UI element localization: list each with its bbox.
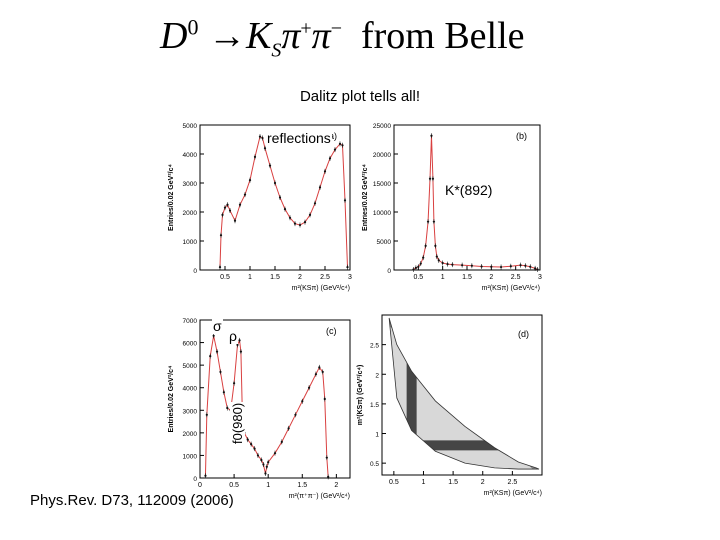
y-tick-label: 2000: [183, 210, 198, 217]
fit-curve: [413, 135, 538, 270]
y-tick-label: 20000: [373, 152, 391, 159]
y-tick-label: 0: [387, 268, 391, 275]
x-axis-label: m²(π⁺π⁻) (GeV²/c⁴): [289, 493, 350, 500]
fit-curve: [219, 135, 348, 268]
reference-citation: Phys.Rev. D73, 112009 (2006): [30, 492, 234, 509]
x-tick-label: 1.5: [297, 482, 307, 489]
fit-curve: [204, 335, 329, 477]
x-tick-label: 0.5: [220, 274, 230, 281]
y-axis-label: Entries/0.02 GeV²/c⁴: [168, 365, 175, 432]
annotation-f0: f0(980): [230, 401, 245, 445]
x-tick-label: 3: [348, 274, 352, 281]
x-axis-label: m²(KSπ) (GeV²/c⁴): [292, 285, 350, 292]
x-axis-label: m²(KSπ) (GeV²/c⁴): [482, 285, 540, 292]
x-tick-label: 2: [481, 479, 485, 486]
annotation-sigma: σ: [212, 318, 223, 334]
chart-panel-d: 0.5 1 1.5 2 2.5 0.5 1 1.5 2 2.5 m²(KSπ) (GeV²/c⁴) m…: [357, 314, 543, 497]
x-tick-label: 1: [422, 479, 426, 486]
y-axis-label: Entries/0.02 GeV²/c⁴: [168, 164, 175, 231]
panel-label: (c): [326, 326, 337, 336]
title-d-symbol: D: [160, 15, 188, 57]
plot-frame: [381, 314, 543, 476]
y-tick-label: 0.5: [370, 461, 379, 468]
y-tick-label: 0: [193, 476, 197, 483]
y-tick-label: 1000: [183, 239, 198, 246]
title-suffix: from Belle: [360, 15, 525, 57]
dalitz-boundary: [388, 317, 540, 470]
annotation-rho: ρ: [228, 328, 238, 344]
x-tick-label: 2.5: [508, 479, 518, 486]
y-tick-label: 3000: [183, 181, 198, 188]
annotation-reflections: reflections: [266, 130, 332, 146]
y-tick-label: 5000: [183, 363, 198, 370]
y-tick-label: 0: [193, 268, 197, 275]
kstar-band: [406, 317, 417, 470]
y-tick-label: 15000: [373, 181, 391, 188]
y-tick-label: 25000: [373, 123, 391, 130]
x-tick-label: 2: [298, 274, 302, 281]
y-tick-label: 7000: [183, 318, 198, 325]
x-tick-label: 2.5: [320, 274, 330, 281]
y-tick-label: 1000: [183, 453, 198, 460]
slide-title: D0 →KSπ+π− from Belle: [160, 14, 600, 74]
x-tick-label: 0.5: [229, 482, 239, 489]
title-k-symbol: K: [245, 15, 272, 57]
y-tick-label: 6000: [183, 341, 198, 348]
title-pi-minus: π: [311, 15, 331, 57]
x-tick-label: 1: [266, 482, 270, 489]
y-tick-label: 1.5: [370, 402, 379, 409]
y-tick-label: 4000: [183, 152, 198, 159]
kstar-band: [389, 440, 540, 451]
panel-label: (b): [516, 131, 527, 141]
title-pi-plus: π: [281, 15, 301, 57]
dalitz-region: [389, 317, 540, 470]
plot-frame: [199, 319, 351, 479]
y-tick-label: 2000: [183, 431, 198, 438]
title-plus-sign: +: [300, 17, 312, 40]
dalitz-fill: [389, 317, 540, 470]
x-tick-label: 0.5: [389, 479, 399, 486]
x-tick-label: 0.5: [413, 274, 423, 281]
title-subscript-s: S: [271, 39, 282, 62]
y-tick-label: 1: [375, 432, 379, 439]
annotation-kstar: K*(892): [444, 182, 494, 198]
x-tick-label: 1: [441, 274, 445, 281]
y-tick-label: 5000: [377, 239, 392, 246]
x-tick-label: 1.5: [462, 274, 472, 281]
y-axis-label: Entries/0.02 GeV²/c⁴: [362, 164, 369, 231]
y-tick-label: 10000: [373, 210, 391, 217]
panel-label: (d): [518, 329, 529, 339]
title-minus-sign: −: [330, 17, 342, 40]
x-tick-label: 2: [334, 482, 338, 489]
x-tick-label: 0: [198, 482, 202, 489]
x-tick-label: 2: [489, 274, 493, 281]
x-tick-label: 1.5: [270, 274, 280, 281]
x-tick-label: 2.5: [511, 274, 521, 281]
y-tick-label: 2: [375, 372, 379, 379]
y-tick-label: 3000: [183, 408, 198, 415]
chart-panel-b: 0 5000 10000 15000 20000 25000 0.5 1 1.5 2 2.5 3 Ent…: [362, 123, 542, 292]
title-superscript-zero: 0: [187, 14, 199, 40]
title-arrow: →: [207, 15, 246, 57]
x-tick-label: 3: [538, 274, 542, 281]
x-tick-label: 1: [248, 274, 252, 281]
x-tick-label: 1.5: [448, 479, 458, 486]
plot-frame: [199, 124, 351, 271]
x-axis-label: m²(KSπ) (GeV²/c⁴): [484, 490, 542, 497]
slide-subtitle: Dalitz plot tells all!: [299, 88, 421, 105]
y-axis-label: m²(KSπ) (GeV²/c⁴): [357, 365, 364, 426]
y-tick-label: 4000: [183, 386, 198, 393]
y-tick-label: 2.5: [370, 343, 379, 350]
chart-panel-c: 0 1000 2000 3000 4000 5000 6000 7000 0 0.5 1 1.5 2 En…: [168, 318, 351, 500]
y-tick-label: 5000: [183, 123, 198, 130]
